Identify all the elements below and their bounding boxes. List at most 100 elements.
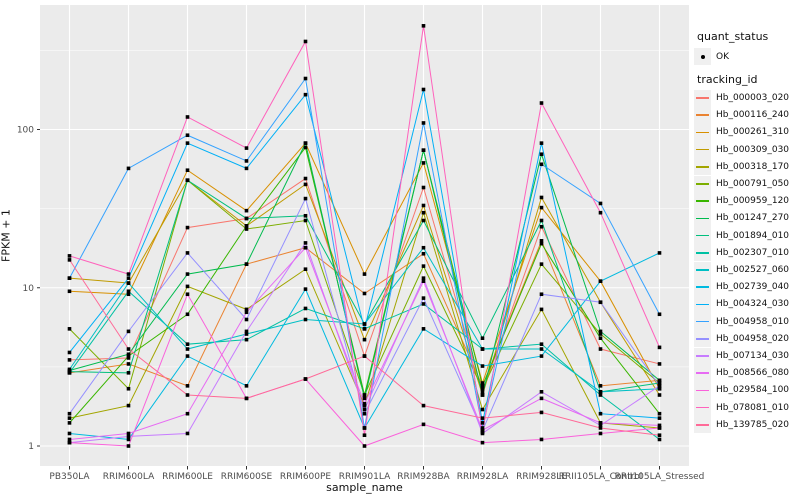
data-point [185,251,190,255]
data-point [303,39,308,44]
data-point [598,279,603,283]
legend-item-label: Hb_004958_010 [716,316,790,327]
data-point [421,403,426,408]
legend-item-Hb_029584_100: Hb_029584_100 [694,381,789,399]
legend-line-swatch [696,97,709,99]
data-point [598,201,603,206]
data-point [480,426,485,430]
data-point [421,327,426,331]
data-point [421,422,426,427]
legend-item-Hb_078081_010: Hb_078081_010 [694,399,789,417]
data-point [539,354,544,358]
data-point [126,431,131,436]
legend-key-box [694,209,711,227]
x-tick-label: RRII105LA_Stressed [615,472,705,482]
data-point [598,332,603,336]
data-point [244,208,249,213]
data-point [185,431,190,436]
legend-key-box [694,123,711,141]
data-point [67,258,72,262]
data-point [244,317,249,322]
data-point [67,327,72,331]
data-point [657,426,662,430]
data-point [598,426,603,430]
data-point [539,195,544,200]
data-point [421,185,426,190]
legend-key-box [694,227,711,245]
data-point [303,141,308,145]
data-point [598,431,603,436]
legend-key-box [694,381,711,399]
data-point [421,245,426,250]
data-point [480,347,485,351]
data-point [67,416,72,420]
data-point [539,307,544,312]
x-tick-label: RRIM600LE [162,472,213,482]
legend-item-Hb_002739_040: Hb_002739_040 [694,278,790,296]
legend-key-box [694,416,711,434]
legend-line-swatch [696,234,709,237]
data-point [362,407,367,412]
data-point [657,251,662,255]
data-point [67,371,72,375]
x-axis-title: sample_name [326,481,403,494]
data-point [126,329,131,334]
y-tick-label: 10 [23,284,35,294]
data-point [657,362,662,366]
data-point [421,203,426,208]
legend-item-label: Hb_002307_010 [716,247,790,258]
data-point [657,386,662,391]
data-point [362,337,367,342]
data-point [185,284,190,289]
data-point [421,302,426,306]
data-point [539,152,544,157]
legend-key-box [694,364,711,382]
data-point [362,403,367,408]
data-point [126,354,131,358]
legend-key-box [694,244,711,262]
legend-item-label: Hb_008566_080 [716,368,790,379]
data-point [539,342,544,346]
legend-key-box [694,278,711,296]
data-point [598,300,603,305]
x-tick-label: PB350LA [49,472,90,482]
data-point [67,289,72,294]
data-point [303,306,308,311]
data-point [244,310,249,315]
data-point [303,145,308,150]
legend-title-quant-status: quant_status [697,30,769,43]
data-point [244,329,249,334]
legend-item-label: Hb_007134_030 [716,351,790,361]
data-point [539,101,544,105]
data-point [362,354,367,358]
data-point [421,279,426,283]
legend-item-Hb_000261_310: Hb_000261_310 [694,123,790,141]
legend-item-Hb_004958_020: Hb_004958_020 [694,330,789,348]
data-point [421,296,426,300]
data-point [539,396,544,401]
data-point [303,377,308,381]
data-point [362,444,367,448]
data-point [539,239,544,243]
data-point [480,381,485,385]
data-point [362,433,367,438]
data-point [244,146,249,150]
legend-line-swatch [696,406,709,409]
data-point [244,159,249,163]
data-point [480,421,485,425]
data-point [185,292,190,297]
data-point [598,336,603,340]
legend-key-box [694,141,711,159]
legend-item-label: Hb_000261_310 [716,127,790,138]
legend-key-box [694,330,711,348]
legend-item-label: Hb_002739_040 [716,282,790,293]
legend-line-swatch [696,183,709,185]
data-point [303,76,308,81]
data-point [539,390,544,394]
data-point [126,437,131,442]
data-point [539,347,544,351]
legend: quant_status OK tracking_id Hb_000003_02… [694,0,800,500]
legend-key-box [694,175,711,193]
legend-line-swatch [696,269,709,271]
x-tick-label: RRIM901LA [339,472,391,482]
